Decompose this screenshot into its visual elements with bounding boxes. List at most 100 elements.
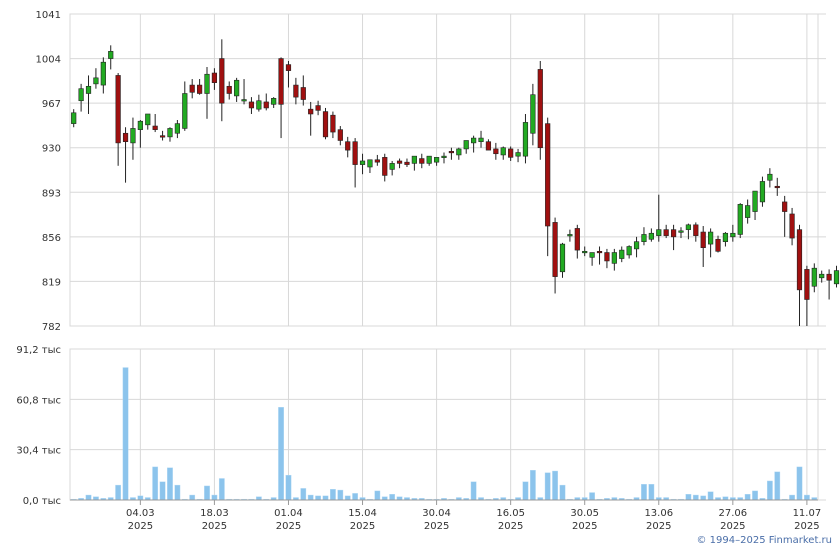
volume-bar — [159, 481, 166, 501]
candle — [471, 135, 477, 153]
candle-body — [322, 111, 329, 138]
candle-body — [700, 231, 706, 248]
candle-body — [367, 159, 373, 168]
candle — [322, 107, 329, 140]
candle — [419, 153, 425, 169]
x-tick-label-year: 2025 — [572, 521, 597, 532]
volume-bar — [559, 484, 566, 501]
candle-body — [708, 231, 714, 245]
volume-bar — [700, 495, 707, 501]
candle — [71, 109, 77, 128]
candle — [678, 227, 684, 239]
candle — [271, 97, 277, 108]
volume-bar — [552, 470, 558, 501]
volume-bar — [300, 488, 307, 501]
candle-body — [122, 132, 129, 142]
candle-body — [285, 64, 292, 71]
volume-bar — [648, 484, 655, 501]
candle — [404, 158, 410, 167]
x-tick-label-year: 2025 — [128, 521, 153, 532]
candle-body — [100, 61, 106, 86]
candle-body — [93, 77, 99, 85]
volume-bar — [85, 494, 92, 501]
candle — [685, 223, 691, 240]
candle — [730, 224, 736, 242]
copyright-text[interactable]: © 1994–2025 Finmarket.ru — [696, 535, 832, 546]
candle — [456, 147, 462, 160]
candle — [337, 126, 343, 146]
candle — [352, 138, 358, 188]
candle — [433, 157, 440, 166]
volume-bar — [589, 492, 595, 501]
candle-body — [715, 238, 721, 252]
candle — [648, 228, 654, 242]
candle — [137, 120, 143, 148]
candle-body — [78, 88, 84, 102]
volume-tick-label: 91,2 тыс — [16, 345, 61, 356]
candle — [567, 229, 573, 242]
candle — [100, 57, 106, 94]
volume-bar — [744, 494, 751, 501]
candle — [670, 224, 677, 251]
candle-body — [596, 251, 603, 254]
candle — [152, 113, 158, 133]
candle-body — [530, 94, 536, 134]
candle-body — [426, 155, 432, 164]
candle — [589, 252, 595, 266]
price-tick-label: 856 — [42, 233, 61, 244]
candle-body — [85, 85, 92, 94]
candle — [782, 195, 788, 237]
candle — [715, 235, 721, 253]
volume-bar — [707, 491, 714, 501]
volume-bar — [522, 481, 529, 501]
candle-body — [559, 243, 566, 273]
volume-bar — [322, 495, 329, 501]
volume-tick-label: 30,4 тыс — [16, 446, 61, 457]
candle-body — [108, 51, 114, 59]
candle — [804, 265, 810, 326]
candle-body — [441, 155, 447, 158]
candle-body — [115, 75, 121, 144]
candle-body — [619, 249, 625, 259]
volume-bar — [470, 481, 477, 501]
volume-bar — [804, 494, 810, 501]
candle-body — [774, 185, 780, 189]
price-tick-label: 1041 — [36, 10, 61, 21]
candle — [441, 152, 447, 164]
candle — [167, 127, 173, 142]
candle — [293, 77, 299, 105]
candle-body — [611, 252, 617, 264]
candle-body — [826, 273, 832, 281]
price-tick-label: 819 — [42, 277, 61, 288]
candle-body — [515, 152, 521, 157]
candle — [619, 246, 625, 263]
candle — [145, 113, 151, 130]
volume-bar — [544, 472, 551, 501]
candle-body — [389, 163, 395, 170]
candle — [833, 265, 840, 288]
candle — [189, 79, 195, 99]
candle — [508, 146, 514, 161]
candle — [582, 246, 588, 257]
candle-body — [189, 84, 195, 93]
x-tick-label-year: 2025 — [350, 521, 375, 532]
candle-body — [433, 157, 440, 163]
volume-tick-label: 60,8 тыс — [16, 395, 61, 406]
x-tick-label-date: 13.06 — [644, 508, 673, 519]
candle — [759, 176, 766, 207]
candle-body — [767, 173, 773, 181]
candle — [182, 81, 188, 131]
candle-body — [411, 155, 417, 164]
price-tick-label: 967 — [42, 99, 61, 110]
candle — [693, 222, 699, 242]
candle — [78, 83, 84, 112]
candle-body — [463, 140, 469, 150]
volume-bar — [278, 407, 284, 501]
candle — [752, 190, 758, 220]
x-tick-label-date: 30.04 — [422, 508, 451, 519]
candle-body — [130, 128, 136, 144]
candle-body — [419, 158, 425, 164]
candle-body — [782, 201, 788, 212]
x-tick-label-date: 11.07 — [793, 508, 822, 519]
